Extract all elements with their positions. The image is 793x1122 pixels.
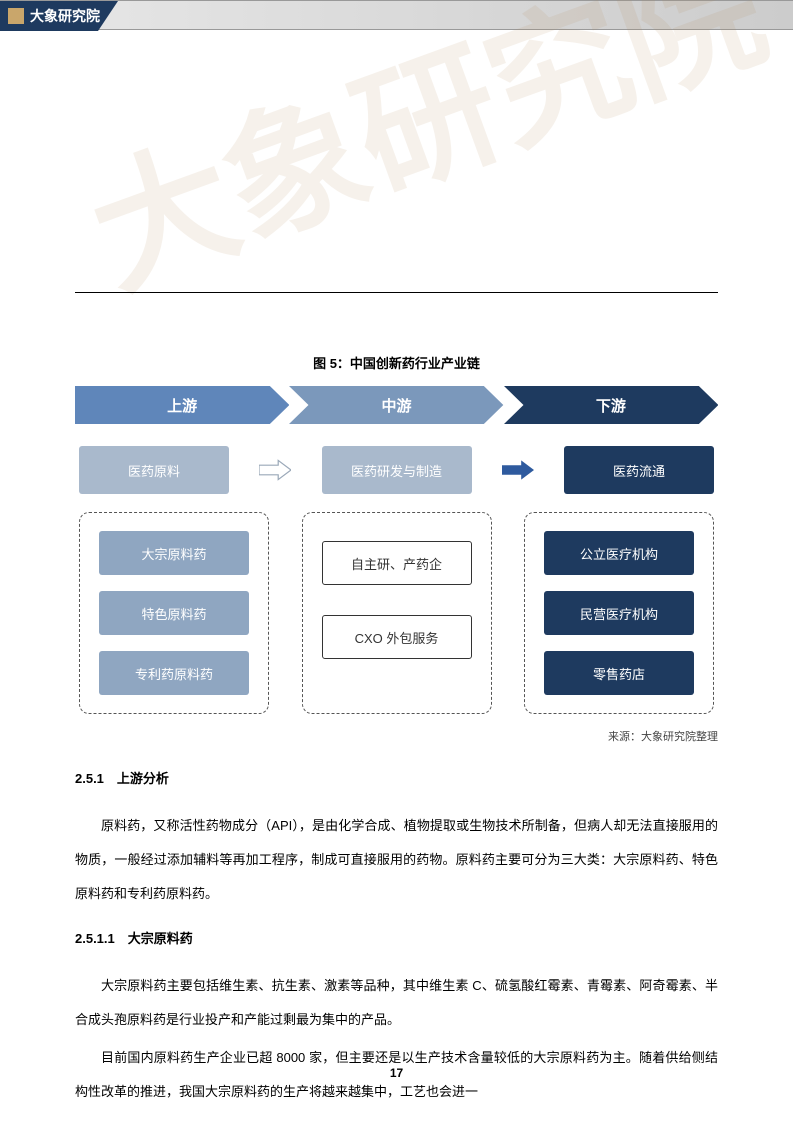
watermark: 大象研究院 — [60, 0, 733, 325]
arrow-1 — [259, 459, 291, 481]
chevron-label: 中游 — [381, 395, 411, 416]
item-box: 自主研、产药企 — [322, 541, 472, 585]
chevron-upstream: 上游 — [75, 386, 289, 424]
paragraph: 目前国内原料药生产企业已超 8000 家，但主要还是以生产技术含量较低的大宗原料… — [75, 1041, 718, 1109]
groups-row: 大宗原料药 特色原料药 专利药原料药 自主研、产药企 CXO 外包服务 公立医疗… — [75, 512, 718, 714]
item-box: 民营医疗机构 — [544, 591, 694, 635]
stage-box-raw: 医药原料 — [79, 446, 229, 494]
item-box: 特色原料药 — [99, 591, 249, 635]
group-downstream: 公立医疗机构 民营医疗机构 零售药店 — [524, 512, 714, 714]
item-box: 专利药原料药 — [99, 651, 249, 695]
header-bar: 大象研究院 — [0, 0, 793, 30]
item-box: CXO 外包服务 — [322, 615, 472, 659]
stage-row: 医药原料 医药研发与制造 医药流通 — [75, 446, 718, 494]
brand-icon — [8, 8, 24, 24]
stage-box-dist: 医药流通 — [564, 446, 714, 494]
brand-text: 大象研究院 — [30, 6, 100, 26]
paragraph: 大宗原料药主要包括维生素、抗生素、激素等品种，其中维生素 C、硫氢酸红霉素、青霉… — [75, 969, 718, 1037]
arrow-2 — [502, 459, 534, 481]
chevron-midstream: 中游 — [289, 386, 503, 424]
top-rule — [75, 292, 718, 293]
figure-source: 来源：大象研究院整理 — [75, 728, 718, 744]
figure-title: 图 5：中国创新药行业产业链 — [75, 353, 718, 372]
item-box: 零售药店 — [544, 651, 694, 695]
paragraph: 原料药，又称活性药物成分（API），是由化学合成、植物提取或生物技术所制备，但病… — [75, 809, 718, 910]
item-box: 公立医疗机构 — [544, 531, 694, 575]
brand-logo: 大象研究院 — [0, 1, 118, 31]
group-midstream: 自主研、产药企 CXO 外包服务 — [302, 512, 492, 714]
chevron-downstream: 下游 — [504, 386, 718, 424]
item-box: 大宗原料药 — [99, 531, 249, 575]
group-upstream: 大宗原料药 特色原料药 专利药原料药 — [79, 512, 269, 714]
section-heading-251: 2.5.1 上游分析 — [75, 768, 718, 787]
chevron-row: 上游 中游 下游 — [75, 386, 718, 424]
chevron-label: 上游 — [167, 395, 197, 416]
section-heading-2511: 2.5.1.1 大宗原料药 — [75, 928, 718, 947]
chevron-label: 下游 — [596, 395, 626, 416]
stage-box-rd: 医药研发与制造 — [322, 446, 472, 494]
industry-chain-diagram: 上游 中游 下游 医药原料 医药研发与制造 医药流通 大宗原 — [75, 386, 718, 714]
